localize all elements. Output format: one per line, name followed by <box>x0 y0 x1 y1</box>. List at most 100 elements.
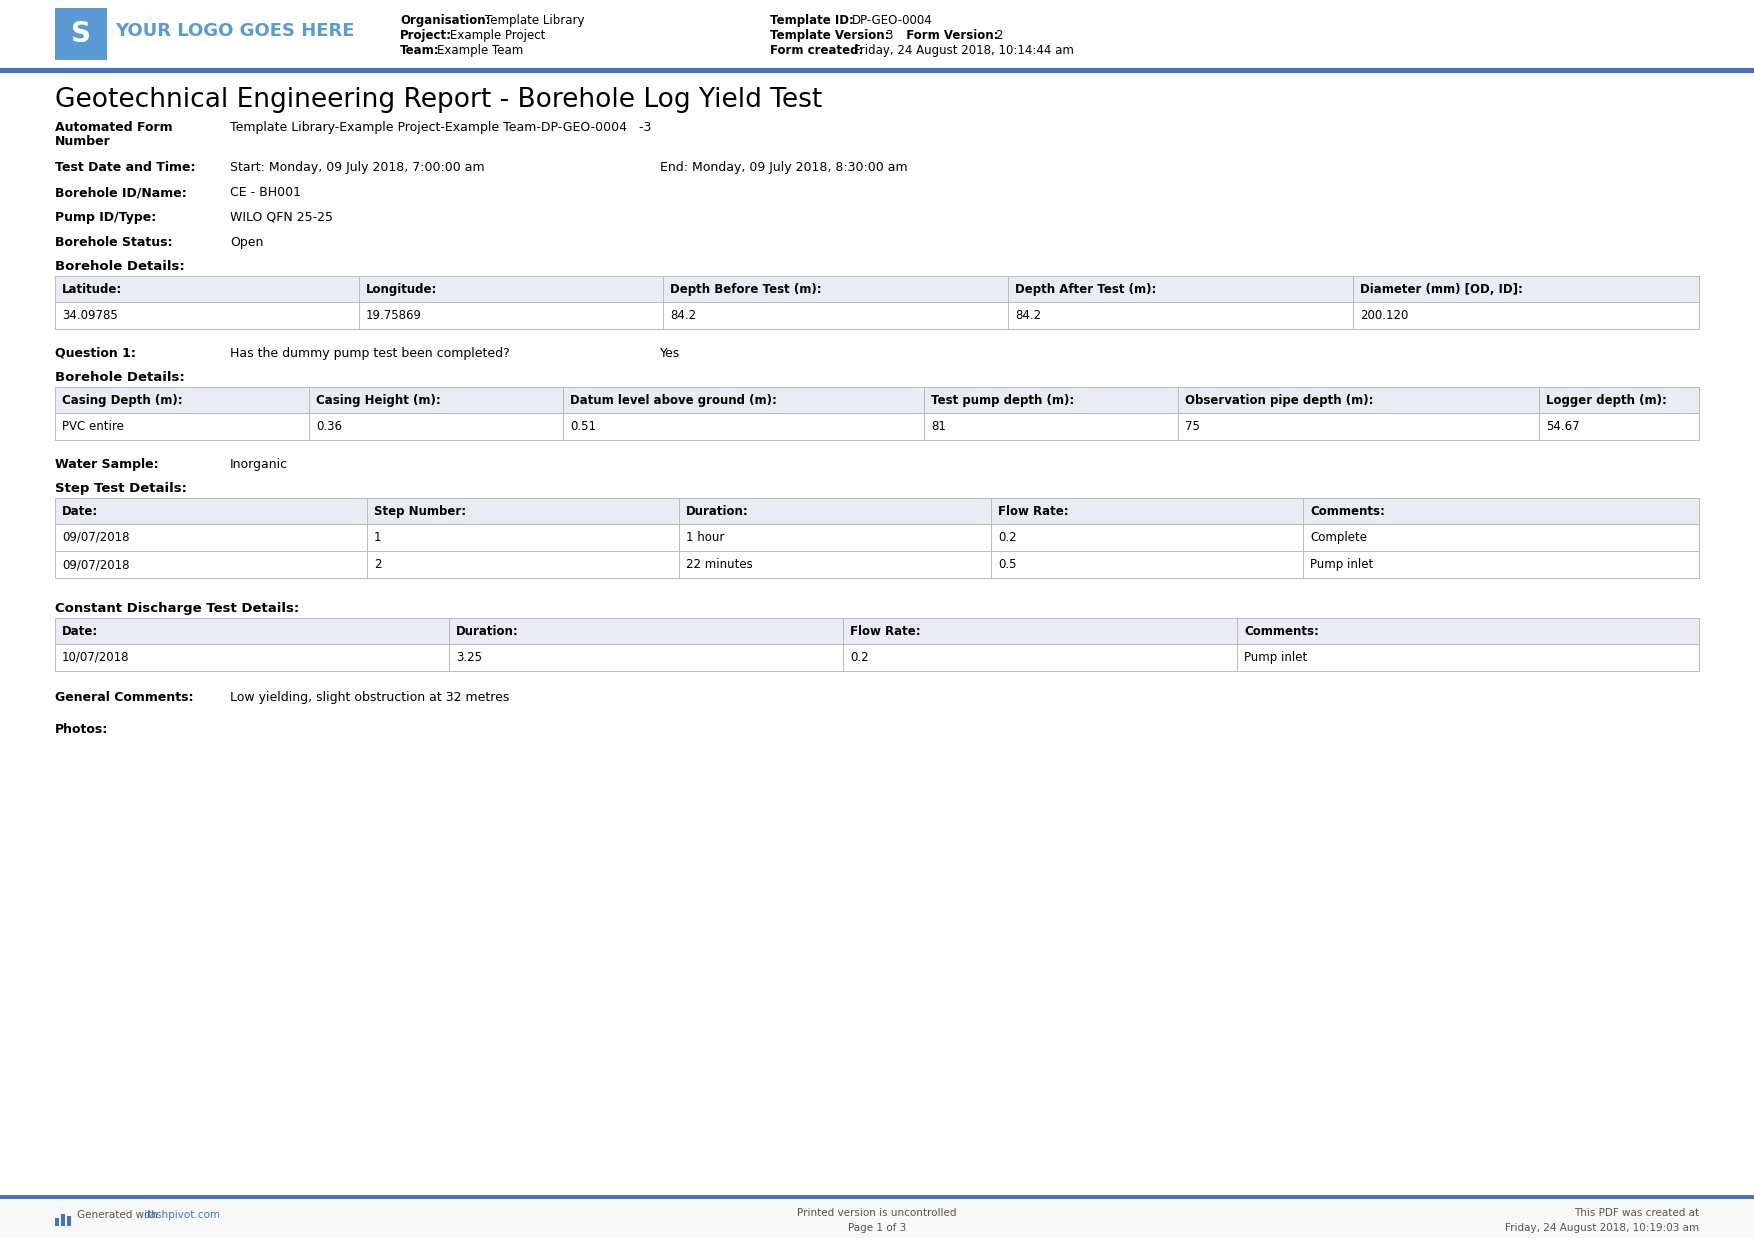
Text: 0.2: 0.2 <box>851 651 868 663</box>
Text: Friday, 24 August 2018, 10:14:44 am: Friday, 24 August 2018, 10:14:44 am <box>854 43 1073 57</box>
Text: Template Version:: Template Version: <box>770 29 889 42</box>
Text: 3: 3 <box>886 29 893 42</box>
Text: Observation pipe depth (m):: Observation pipe depth (m): <box>1186 394 1373 407</box>
Bar <box>0 1198 1754 1238</box>
Text: Pump inlet: Pump inlet <box>1310 558 1373 570</box>
Text: Latitude:: Latitude: <box>61 283 123 296</box>
Text: dashpivot.com: dashpivot.com <box>144 1210 219 1220</box>
Text: WILO QFN 25-25: WILO QFN 25-25 <box>230 211 333 224</box>
Bar <box>54 525 1700 551</box>
Text: 75: 75 <box>1186 420 1200 433</box>
Bar <box>0 68 1754 73</box>
Text: Inorganic: Inorganic <box>230 458 288 471</box>
Bar <box>54 303 1700 329</box>
Text: This PDF was created at
Friday, 24 August 2018, 10:19:03 am: This PDF was created at Friday, 24 Augus… <box>1505 1208 1700 1233</box>
Text: Complete: Complete <box>1310 531 1366 544</box>
Text: Open: Open <box>230 236 263 249</box>
Text: Project:: Project: <box>400 29 453 42</box>
Text: Example Project: Example Project <box>451 29 545 42</box>
Text: Example Team: Example Team <box>437 43 523 57</box>
Bar <box>54 413 1700 440</box>
Bar <box>54 551 1700 578</box>
Text: Start: Monday, 09 July 2018, 7:00:00 am: Start: Monday, 09 July 2018, 7:00:00 am <box>230 161 484 174</box>
Text: 0.5: 0.5 <box>998 558 1017 570</box>
Text: Team:: Team: <box>400 43 440 57</box>
Text: Geotechnical Engineering Report - Borehole Log Yield Test: Geotechnical Engineering Report - Boreho… <box>54 87 823 113</box>
Text: 200.120: 200.120 <box>1359 309 1408 322</box>
Text: 34.09785: 34.09785 <box>61 309 118 322</box>
Text: 84.2: 84.2 <box>1016 309 1042 322</box>
Text: Low yielding, slight obstruction at 32 metres: Low yielding, slight obstruction at 32 m… <box>230 691 509 704</box>
Text: Test Date and Time:: Test Date and Time: <box>54 161 195 174</box>
Text: 09/07/2018: 09/07/2018 <box>61 558 130 570</box>
Text: Number: Number <box>54 135 111 148</box>
Bar <box>54 644 1700 671</box>
Text: Flow Rate:: Flow Rate: <box>998 505 1068 518</box>
Text: Depth After Test (m):: Depth After Test (m): <box>1016 283 1156 296</box>
Text: CE - BH001: CE - BH001 <box>230 186 302 198</box>
Text: 09/07/2018: 09/07/2018 <box>61 531 130 544</box>
Bar <box>0 1195 1754 1199</box>
Text: 0.2: 0.2 <box>998 531 1017 544</box>
Text: Yes: Yes <box>660 347 681 360</box>
Text: Has the dummy pump test been completed?: Has the dummy pump test been completed? <box>230 347 510 360</box>
Text: Test pump depth (m):: Test pump depth (m): <box>931 394 1073 407</box>
Text: 10/07/2018: 10/07/2018 <box>61 651 130 663</box>
Text: Comments:: Comments: <box>1244 625 1319 639</box>
Text: 81: 81 <box>931 420 945 433</box>
Text: Date:: Date: <box>61 505 98 518</box>
Bar <box>67 1216 70 1226</box>
Text: S: S <box>70 20 91 48</box>
Text: Comments:: Comments: <box>1310 505 1386 518</box>
Bar <box>54 277 1700 303</box>
Text: Casing Height (m):: Casing Height (m): <box>316 394 440 407</box>
Bar <box>54 1218 60 1226</box>
Text: Date:: Date: <box>61 625 98 639</box>
Text: Borehole Status:: Borehole Status: <box>54 236 172 249</box>
Text: Water Sample:: Water Sample: <box>54 458 158 471</box>
Text: 2: 2 <box>374 558 382 570</box>
Text: Template Library-Example Project-Example Team-DP-GEO-0004   -3: Template Library-Example Project-Example… <box>230 122 651 134</box>
Text: 19.75869: 19.75869 <box>367 309 423 322</box>
Bar <box>61 1214 65 1226</box>
Text: 3.25: 3.25 <box>456 651 482 663</box>
Bar <box>0 0 1754 68</box>
Text: Form created:: Form created: <box>770 43 863 57</box>
Bar <box>54 498 1700 525</box>
Text: Step Test Details:: Step Test Details: <box>54 482 188 495</box>
Text: Duration:: Duration: <box>456 625 519 639</box>
Text: Diameter (mm) [OD, ID]:: Diameter (mm) [OD, ID]: <box>1359 283 1522 296</box>
Text: 22 minutes: 22 minutes <box>686 558 752 570</box>
Text: 0.36: 0.36 <box>316 420 342 433</box>
Text: Logger depth (m):: Logger depth (m): <box>1545 394 1666 407</box>
Text: Casing Depth (m):: Casing Depth (m): <box>61 394 182 407</box>
Text: 0.51: 0.51 <box>570 420 596 433</box>
Text: Step Number:: Step Number: <box>374 505 467 518</box>
Text: 2: 2 <box>995 29 1003 42</box>
Text: Automated Form: Automated Form <box>54 122 172 134</box>
Text: Photos:: Photos: <box>54 723 109 737</box>
Text: Depth Before Test (m):: Depth Before Test (m): <box>670 283 821 296</box>
Text: Datum level above ground (m):: Datum level above ground (m): <box>570 394 777 407</box>
Text: Pump inlet: Pump inlet <box>1244 651 1307 663</box>
Bar <box>54 387 1700 413</box>
Text: Borehole ID/Name:: Borehole ID/Name: <box>54 186 186 198</box>
Text: 54.67: 54.67 <box>1545 420 1580 433</box>
Text: Constant Discharge Test Details:: Constant Discharge Test Details: <box>54 601 300 615</box>
Text: Flow Rate:: Flow Rate: <box>851 625 921 639</box>
Text: 1: 1 <box>374 531 382 544</box>
Bar <box>54 618 1700 644</box>
Text: Template Library: Template Library <box>486 14 584 27</box>
Text: General Comments:: General Comments: <box>54 691 193 704</box>
Text: Organisation:: Organisation: <box>400 14 491 27</box>
Text: Question 1:: Question 1: <box>54 347 135 360</box>
Bar <box>54 7 107 60</box>
Text: Duration:: Duration: <box>686 505 749 518</box>
Text: Longitude:: Longitude: <box>367 283 437 296</box>
Text: PVC entire: PVC entire <box>61 420 125 433</box>
Text: Printed version is uncontrolled
Page 1 of 3: Printed version is uncontrolled Page 1 o… <box>798 1208 956 1233</box>
Text: Borehole Details:: Borehole Details: <box>54 371 184 384</box>
Text: Pump ID/Type:: Pump ID/Type: <box>54 211 156 224</box>
Text: Form Version:: Form Version: <box>898 29 998 42</box>
Text: 84.2: 84.2 <box>670 309 696 322</box>
